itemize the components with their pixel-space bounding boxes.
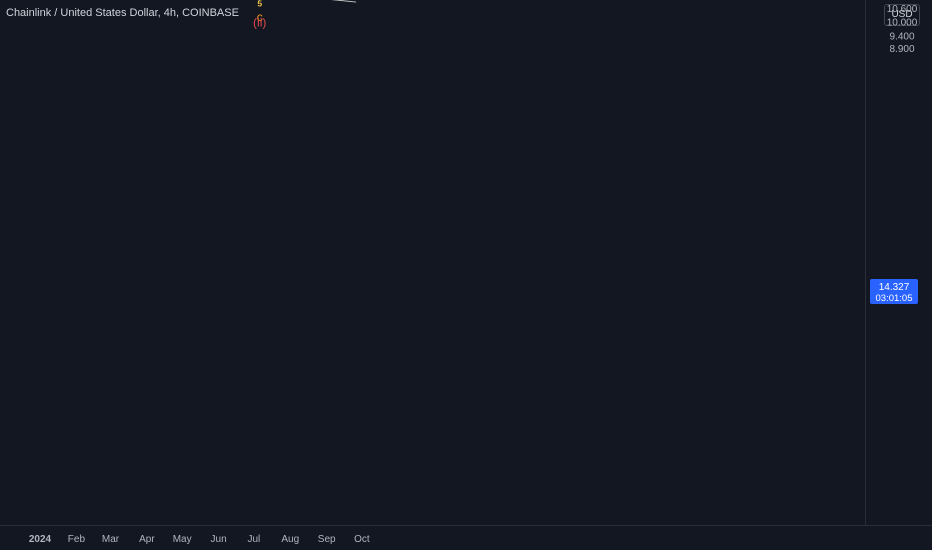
time-tick-label: Sep xyxy=(318,534,336,545)
price-tick-label: 8.900 xyxy=(889,44,914,55)
time-tick-label: Apr xyxy=(139,534,155,545)
time-tick-label: Oct xyxy=(354,534,370,545)
time-tick-label: Mar xyxy=(102,534,120,545)
chart-title: Chainlink / United States Dollar, 4h, CO… xyxy=(6,7,239,19)
time-tick-label: Feb xyxy=(68,534,86,545)
current-price-badge: 14.327 03:01:05 xyxy=(870,279,918,304)
wave-label: 5 xyxy=(257,0,262,9)
time-tick-label: Jun xyxy=(211,534,227,545)
current-price-value: 14.327 xyxy=(879,282,910,293)
price-tick-label: 11.200 xyxy=(887,0,917,2)
price-tick-label: 9.400 xyxy=(889,32,914,43)
trendline-lower-support[interactable] xyxy=(39,0,357,3)
wave-label: c xyxy=(257,10,263,24)
wave-label: (ii) xyxy=(253,16,266,30)
time-tick-label: 2024 xyxy=(29,534,52,545)
time-tick-label: Jul xyxy=(247,534,260,545)
current-price-badge-bg xyxy=(870,279,918,304)
time-tick-label: Aug xyxy=(281,534,299,545)
price-axis[interactable]: 23.00021.00019.00018.00017.00016.00015.0… xyxy=(887,0,918,55)
currency-button[interactable]: USD xyxy=(884,4,920,26)
price-tick-label: 10.000 xyxy=(887,17,918,28)
candle-countdown: 03:01:05 xyxy=(876,293,913,304)
price-tick-label: 10.600 xyxy=(887,4,918,15)
time-axis[interactable]: 2024 Feb Mar Apr May Jun Jul Aug Sep Oct xyxy=(29,534,370,545)
time-tick-label: May xyxy=(173,534,192,545)
